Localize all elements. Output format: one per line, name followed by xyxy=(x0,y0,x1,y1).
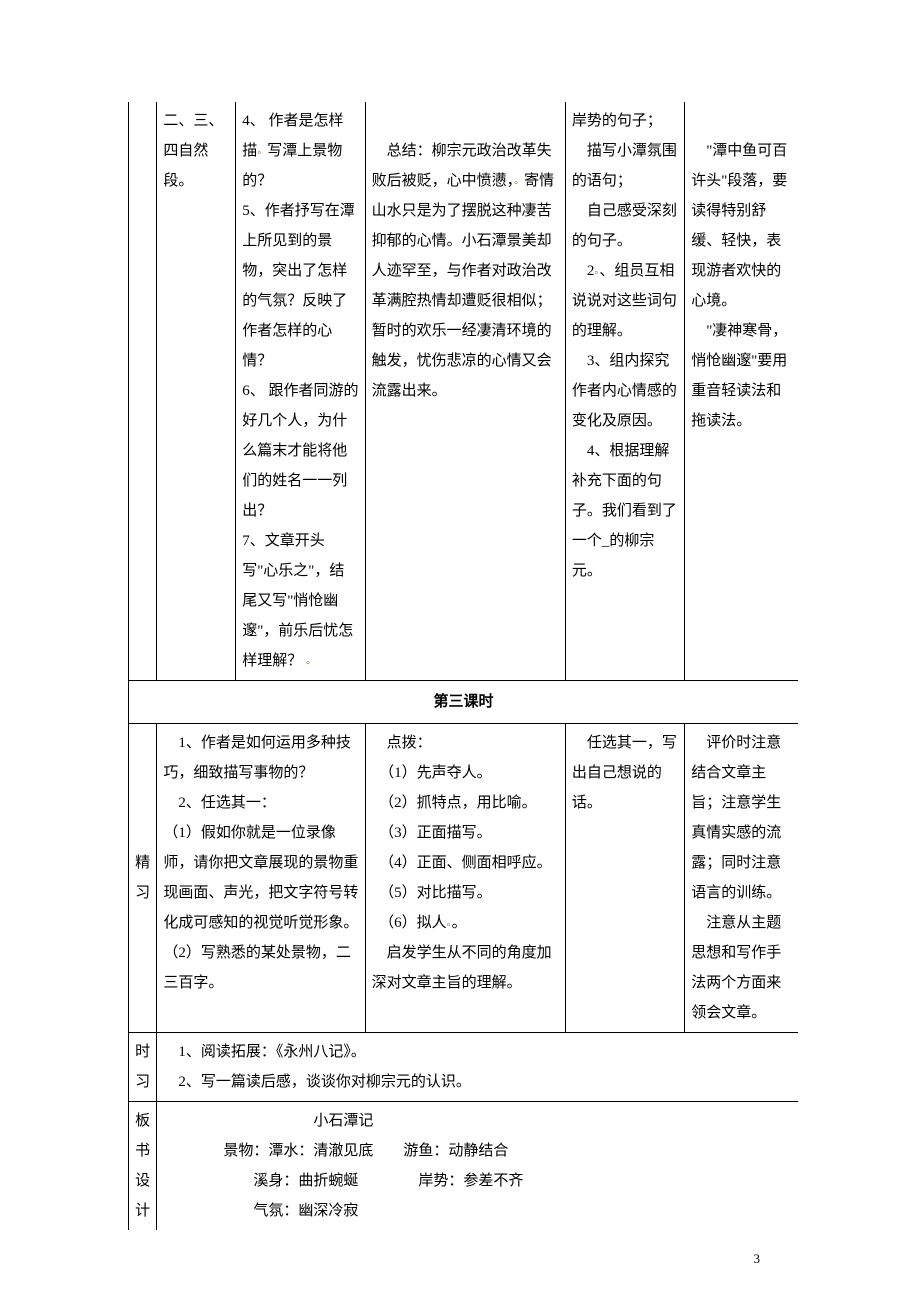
board-line1: 景物：潭水：清澈见底 游鱼：动静结合 xyxy=(223,1143,508,1159)
board-line3: 气氛：幽深冷寂 xyxy=(253,1203,358,1219)
row1-col4: 岸势的句子； 描写小潭氛围的语句； 自己感受深刻的句子。 2。、组员互相说说对这… xyxy=(565,102,684,681)
lesson3-header: 第三课时 xyxy=(129,681,799,724)
row1-label xyxy=(129,102,157,681)
row2-label: 精习 xyxy=(129,724,157,1033)
row4-label: 板书设计 xyxy=(129,1102,157,1231)
row1-col3: 总结：柳宗元政治改革失败后被贬，心中愤懑，。寄情山水只是为了摆脱这种凄苦抑郁的心… xyxy=(365,102,565,681)
row2-col4: 评价时注意结合文章主旨；注意学生真情实感的流露；同时注意语言的训练。 注意从主题… xyxy=(685,724,798,1033)
row1-col2: 4、 作者是怎样描。写潭上景物的？ 5、作者抒写在潭上所见到的景物，突出了怎样的… xyxy=(236,102,365,681)
row4-content: 小石潭记 景物：潭水：清澈见底 游鱼：动静结合 溪身：曲折蜿蜒 岸势：参差不齐 … xyxy=(157,1102,798,1231)
lesson-plan-table: 二、三、四自然段。 4、 作者是怎样描。写潭上景物的？ 5、作者抒写在潭上所见到… xyxy=(128,102,798,1230)
page-number: 3 xyxy=(754,1245,761,1272)
lesson3-header-text: 第三课时 xyxy=(433,694,493,710)
row1-col5: "潭中鱼可百许头"段落，要读得特别舒缓、轻快，表现游者欢快的心境。 "凄神寒骨，… xyxy=(685,102,798,681)
board-title: 小石潭记 xyxy=(313,1113,373,1129)
row2-col2: 点拨： （1）先声夺人。 （2）抓特点，用比喻。 （3）正面描写。 （4）正面、… xyxy=(365,724,565,1033)
board-line2: 溪身：曲折蜿蜒 岸势：参差不齐 xyxy=(253,1173,523,1189)
row3-content: 1、阅读拓展：《永州八记》。 2、写一篇读后感，谈谈你对柳宗元的认识。 xyxy=(157,1033,798,1102)
row1-col1: 二、三、四自然段。 xyxy=(157,102,236,681)
row3-label: 时习 xyxy=(129,1033,157,1102)
r1c1-text: 二、三、四自然段。 xyxy=(163,113,223,189)
row2-col1: 1、作者是如何运用多种技巧，细致描写事物的？ 2、任选其一： （1）假如你就是一… xyxy=(157,724,365,1033)
row2-col3: 任选其一，写出自己想说的话。 xyxy=(565,724,684,1033)
